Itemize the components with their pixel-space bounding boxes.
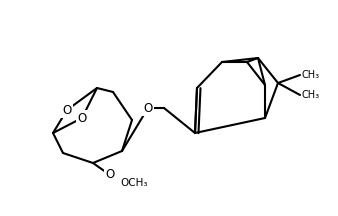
Text: O: O (105, 168, 115, 181)
Text: O: O (77, 111, 87, 124)
Text: CH₃: CH₃ (302, 90, 320, 100)
Text: OCH₃: OCH₃ (120, 178, 147, 188)
Text: O: O (63, 103, 72, 116)
Text: O: O (143, 102, 153, 114)
Text: CH₃: CH₃ (302, 70, 320, 80)
